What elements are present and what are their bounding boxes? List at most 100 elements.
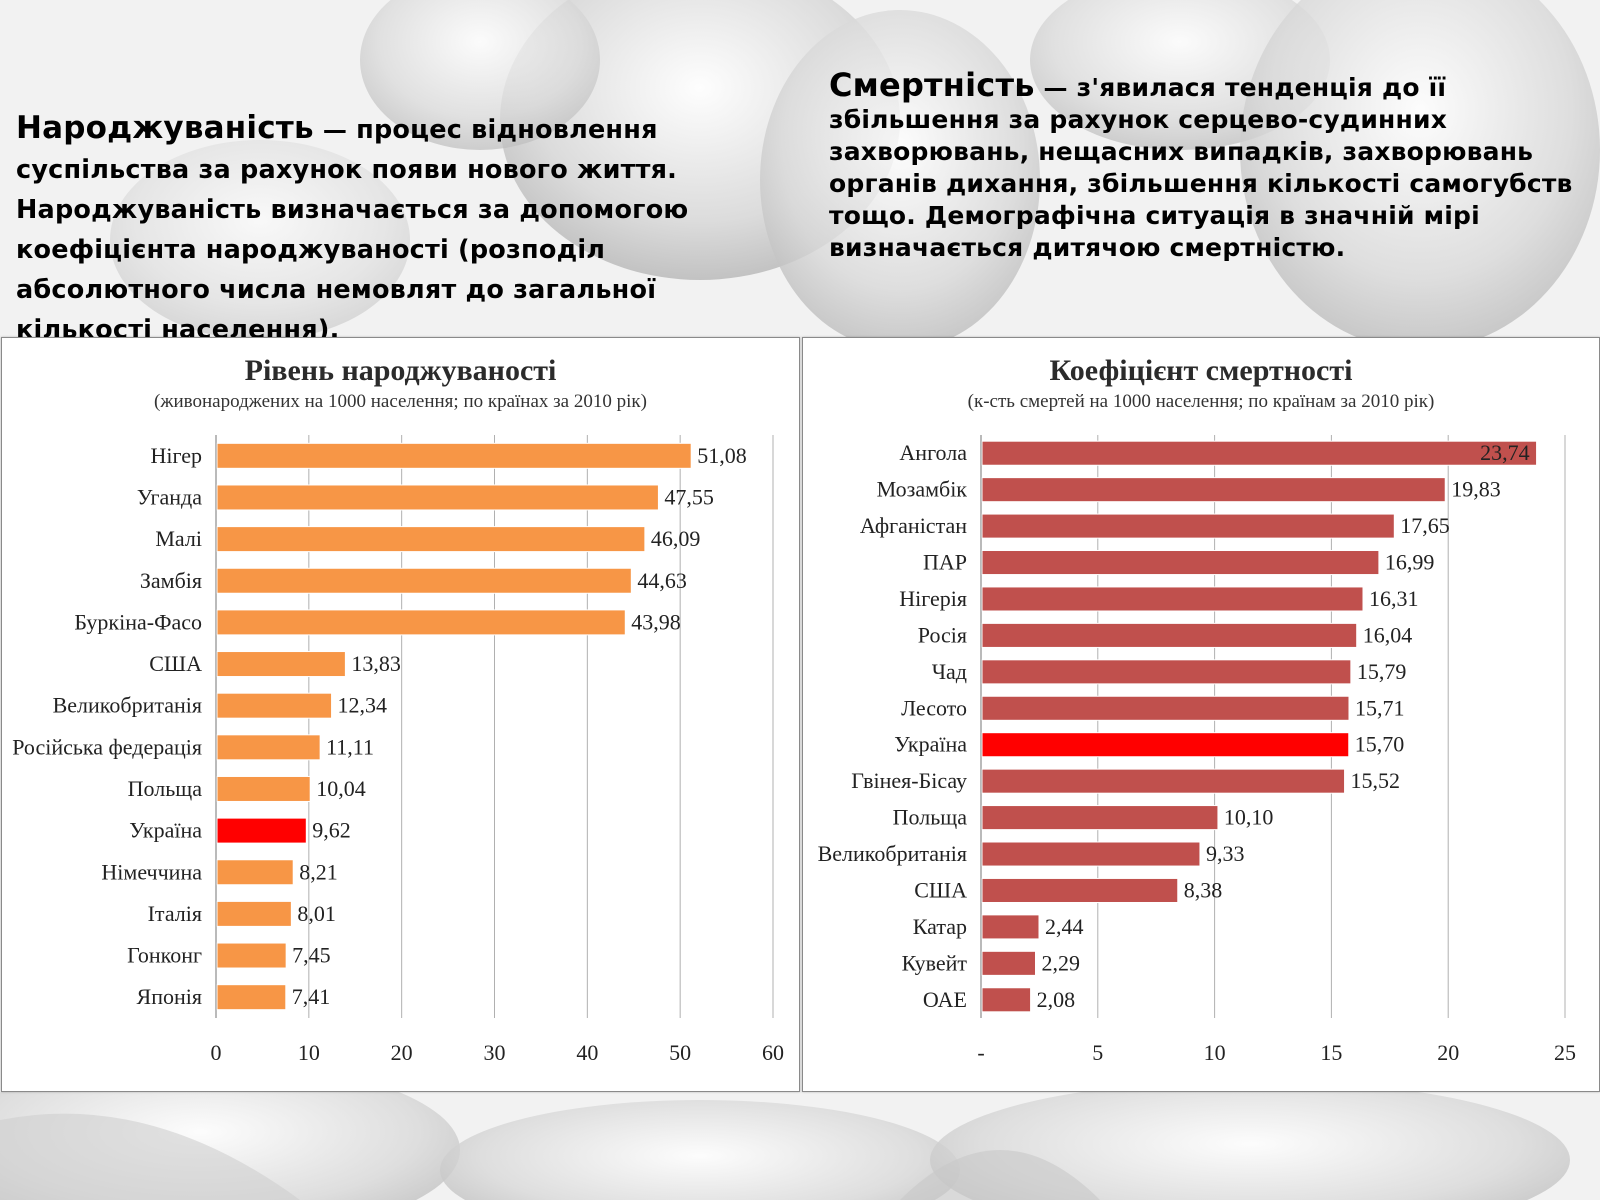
- birth-bar: [216, 526, 646, 553]
- birth-bar: [216, 942, 287, 969]
- birth-value-label: 12,34: [338, 693, 388, 718]
- death-category-label: Польща: [893, 805, 968, 830]
- death-x-tick-label: 5: [1092, 1040, 1103, 1065]
- birth-rate-chart-panel: Рівень народжуваності (живонароджених на…: [1, 337, 800, 1092]
- mortality-term: Смертність: [829, 66, 1035, 104]
- death-category-label: Росія: [918, 622, 967, 647]
- birth-bar: [216, 775, 311, 802]
- death-value-label: 19,83: [1451, 477, 1501, 502]
- death-value-label: 15,52: [1351, 768, 1401, 793]
- birth-category-label: Буркіна-Фасо: [74, 609, 202, 634]
- birth-x-tick-label: 20: [391, 1040, 413, 1065]
- birth-rate-body: процес відновлення суспільства за рахуно…: [16, 115, 689, 345]
- death-category-label: Нігерія: [899, 586, 967, 611]
- death-value-label: 2,44: [1045, 914, 1084, 939]
- birth-rate-term: Народжуваність: [16, 110, 314, 146]
- birth-category-label: Україна: [129, 818, 202, 843]
- death-bar: [981, 841, 1201, 867]
- birth-value-label: 11,11: [326, 734, 374, 759]
- death-bar: [981, 805, 1219, 831]
- death-category-label: Афганістан: [860, 513, 967, 538]
- death-value-label: 2,08: [1037, 987, 1076, 1012]
- death-value-label: 9,33: [1206, 841, 1245, 866]
- death-category-label: Чад: [932, 659, 967, 684]
- death-category-label: США: [914, 877, 967, 902]
- birth-bar: [216, 484, 659, 511]
- birth-value-label: 47,55: [664, 484, 714, 509]
- death-x-tick-label: -: [977, 1040, 984, 1065]
- birth-chart-subtitle: (живонароджених на 1000 населення; по кр…: [154, 391, 647, 412]
- birth-value-label: 7,45: [292, 943, 331, 968]
- birth-value-label: 9,62: [312, 818, 351, 843]
- mortality-description: Смертність — з'явилася тенденція до її з…: [829, 69, 1589, 264]
- death-category-label: Мозамбік: [877, 477, 968, 502]
- birth-bar: [216, 442, 692, 469]
- death-category-label: ПАР: [923, 550, 967, 575]
- death-bar: [981, 622, 1358, 648]
- death-bar: [981, 877, 1179, 903]
- birth-bar: [216, 859, 294, 886]
- birth-rate-chart: 0 10 20 30 40 50 60 Нігер 51,08 Уганда 47,55 Малі 46…: [12, 435, 784, 1065]
- death-value-label: 10,10: [1224, 805, 1274, 830]
- death-bar: [981, 477, 1446, 503]
- birth-value-label: 8,21: [299, 859, 338, 884]
- birth-rate-dash: —: [322, 116, 348, 144]
- birth-value-label: 7,41: [292, 984, 331, 1009]
- birth-category-label: Японія: [137, 984, 202, 1009]
- birth-value-label: 8,01: [297, 901, 336, 926]
- death-category-label: Ангола: [899, 440, 967, 465]
- birth-category-label: США: [149, 651, 202, 676]
- death-value-label: 15,71: [1355, 695, 1405, 720]
- death-value-label: 16,99: [1385, 550, 1435, 575]
- death-bar: [981, 732, 1350, 758]
- birth-category-label: Нігер: [151, 443, 203, 468]
- death-chart-subtitle: (к-сть смертей на 1000 населення; по кра…: [967, 391, 1435, 412]
- birth-x-tick-label: 60: [762, 1040, 784, 1065]
- death-category-label: Великобританія: [818, 841, 967, 866]
- birth-category-label: Італія: [148, 901, 202, 926]
- mortality-dash: —: [1043, 74, 1068, 102]
- death-value-label: 15,79: [1357, 659, 1407, 684]
- death-bar: [981, 695, 1350, 721]
- mortality-body: з'явилася тенденція до її збільшення за …: [829, 73, 1573, 262]
- death-x-tick-label: 20: [1437, 1040, 1459, 1065]
- death-value-label: 15,70: [1355, 732, 1405, 757]
- birth-category-label: Замбія: [140, 568, 202, 593]
- birth-x-tick-label: 10: [298, 1040, 320, 1065]
- birth-bar: [216, 651, 346, 678]
- mortality-chart-panel: Коефіцієнт смертності (к-сть смертей на …: [802, 337, 1600, 1092]
- death-x-tick-label: 25: [1554, 1040, 1576, 1065]
- birth-value-label: 51,08: [697, 443, 747, 468]
- birth-x-tick-label: 30: [484, 1040, 506, 1065]
- death-bar: [981, 987, 1032, 1013]
- death-value-label: 2,29: [1041, 950, 1080, 975]
- birth-x-tick-label: 50: [669, 1040, 691, 1065]
- birth-rate-description: Народжуваність — процес відновлення сусп…: [16, 108, 776, 350]
- birth-value-label: 44,63: [637, 568, 687, 593]
- death-x-tick-label: 15: [1320, 1040, 1342, 1065]
- death-value-label: 16,31: [1369, 586, 1419, 611]
- birth-bar: [216, 692, 333, 719]
- birth-value-label: 10,04: [316, 776, 366, 801]
- death-category-label: Катар: [913, 914, 967, 939]
- death-bar: [981, 586, 1364, 612]
- death-category-label: Гвінея-Бісау: [851, 768, 967, 793]
- birth-bar: [216, 734, 321, 761]
- death-bar: [981, 440, 1538, 466]
- birth-bar: [216, 984, 287, 1011]
- death-bar: [981, 550, 1380, 576]
- death-x-tick-label: 10: [1204, 1040, 1226, 1065]
- birth-chart-title: Рівень народжуваності: [244, 354, 557, 387]
- birth-bar: [216, 567, 632, 594]
- death-chart-title: Коефіцієнт смертності: [1049, 354, 1353, 387]
- birth-category-label: Малі: [155, 526, 202, 551]
- birth-category-label: Німеччина: [101, 859, 202, 884]
- birth-x-tick-label: 0: [211, 1040, 222, 1065]
- birth-category-label: Великобританія: [53, 693, 202, 718]
- birth-category-label: Російська федерація: [12, 734, 202, 759]
- birth-value-label: 13,83: [351, 651, 401, 676]
- death-bar: [981, 950, 1036, 976]
- birth-category-label: Уганда: [137, 484, 202, 509]
- mortality-chart: - 5 10 15 20 25 Ангола 23,74 Мозамбік 19,83 Афгані…: [818, 435, 1576, 1065]
- birth-bar: [216, 817, 307, 844]
